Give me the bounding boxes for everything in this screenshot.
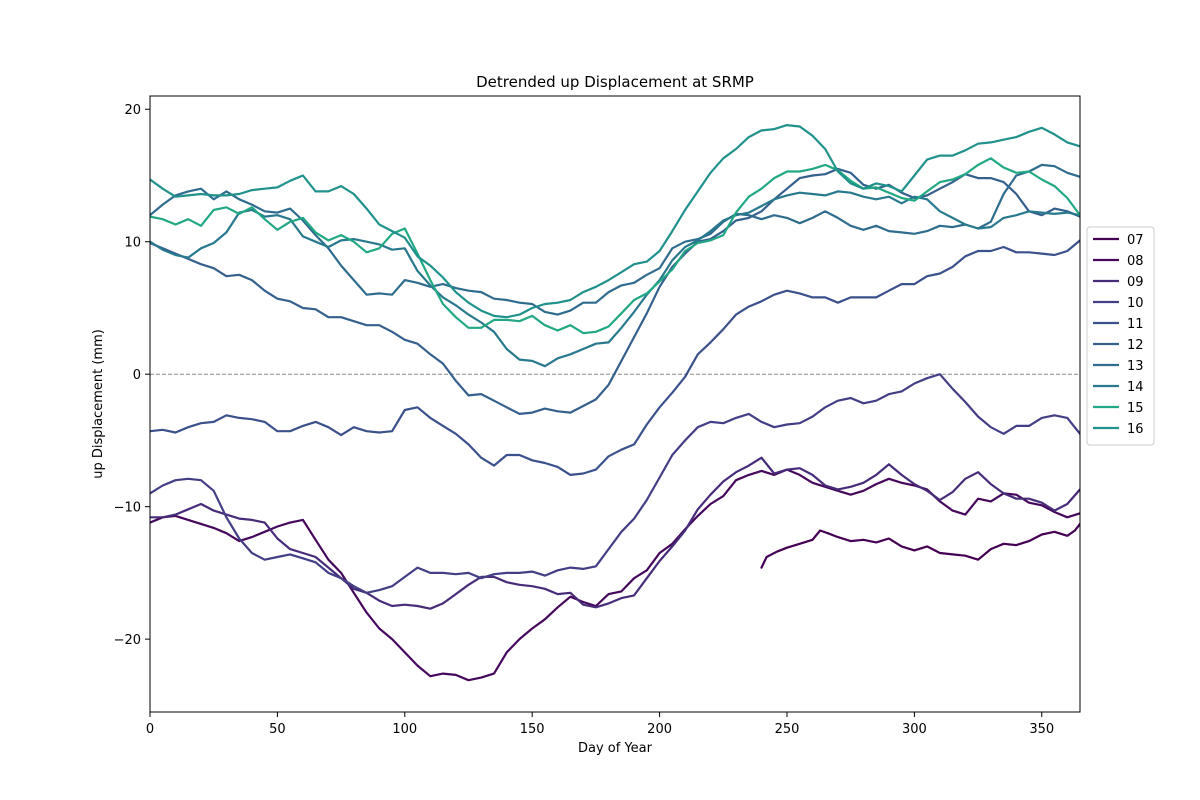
legend-label-10: 10 <box>1127 296 1144 311</box>
series-line-13 <box>150 163 1080 316</box>
series-line-10 <box>150 373 1080 594</box>
x-axis: 0 50 100 150 200 250 300 350 <box>146 712 1054 737</box>
x-tick-label: 100 <box>392 722 417 737</box>
legend-label-11: 11 <box>1127 317 1144 332</box>
legend-label-12: 12 <box>1127 338 1144 353</box>
legend: 07 08 09 10 11 12 13 14 15 16 <box>1086 226 1155 446</box>
legend-label-07: 07 <box>1127 233 1144 248</box>
y-tick-label: 10 <box>124 236 141 251</box>
series-line-16 <box>150 124 1080 319</box>
series-line-15 <box>150 157 1080 335</box>
x-tick-label: 300 <box>902 722 927 737</box>
legend-label-15: 15 <box>1127 401 1144 416</box>
y-axis-label: up Displacement (mm) <box>91 329 106 479</box>
series-line-08 <box>150 468 1080 682</box>
chart-title: Detrended up Displacement at SRMP <box>476 73 754 91</box>
y-tick-label: −20 <box>114 633 141 648</box>
y-axis: −20 −10 0 10 20 <box>114 103 150 648</box>
series-line-11 <box>150 239 1080 476</box>
legend-label-14: 14 <box>1127 380 1144 395</box>
series-line-14 <box>150 190 1080 368</box>
x-tick-label: 350 <box>1029 722 1054 737</box>
plot-frame <box>149 95 1081 713</box>
x-axis-label: Day of Year <box>578 741 653 756</box>
legend-label-09: 09 <box>1127 275 1144 290</box>
legend-label-16: 16 <box>1127 422 1144 437</box>
series-line-07 <box>760 522 1080 569</box>
y-tick-label: −10 <box>114 501 141 516</box>
plot-area <box>149 95 1081 713</box>
legend-label-08: 08 <box>1127 254 1144 269</box>
x-tick-label: 250 <box>775 722 800 737</box>
y-tick-label: 0 <box>133 368 141 383</box>
x-tick-label: 150 <box>520 722 545 737</box>
y-tick-label: 20 <box>124 103 141 118</box>
series-line-12 <box>150 167 1080 415</box>
x-tick-label: 50 <box>269 722 286 737</box>
series-line-09 <box>150 456 1080 610</box>
x-tick-label: 200 <box>647 722 672 737</box>
x-tick-label: 0 <box>146 722 154 737</box>
legend-label-13: 13 <box>1127 359 1144 374</box>
